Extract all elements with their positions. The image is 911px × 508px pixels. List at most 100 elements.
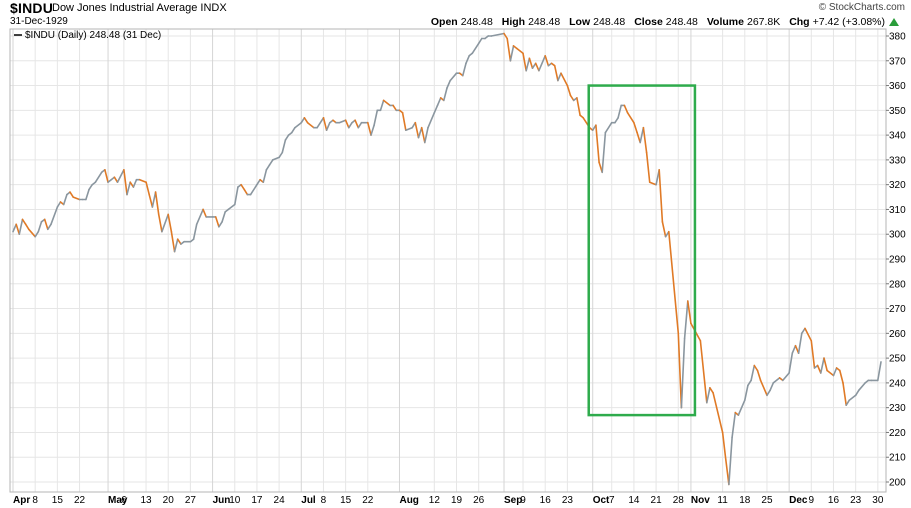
series-segment	[192, 223, 198, 240]
series-segment	[157, 213, 163, 233]
close-label: Close	[634, 16, 663, 28]
series-segment	[544, 54, 550, 67]
x-tick-label: Oct	[593, 495, 610, 506]
series-segment	[731, 411, 737, 439]
series-segment	[176, 238, 182, 245]
y-tick-label: 350	[889, 106, 906, 117]
series-segment	[534, 62, 540, 72]
series-segment	[243, 188, 249, 196]
series-segment	[56, 201, 62, 208]
series-segment	[788, 352, 794, 374]
x-tick-label: 23	[850, 495, 862, 506]
series-segment	[154, 191, 160, 216]
x-tick-label: 16	[540, 495, 552, 506]
series-segment	[633, 121, 638, 134]
series-segment	[667, 230, 680, 335]
index-name: Dow Jones Industrial Average INDX	[52, 2, 227, 14]
series-segment	[24, 223, 30, 231]
y-tick-label: 340	[889, 131, 906, 142]
series-segment	[104, 169, 109, 183]
series-segment	[436, 97, 442, 107]
high-label: High	[501, 16, 526, 28]
close-value: 248.48	[665, 16, 698, 28]
series-segment	[123, 169, 128, 196]
series-segment	[617, 104, 623, 119]
volume-value: 267.8K	[746, 16, 781, 28]
series-segment	[449, 72, 458, 82]
series-segment	[826, 369, 835, 377]
x-tick-label: 11	[717, 495, 728, 506]
series-segment	[427, 112, 436, 129]
high-value: 248.48	[528, 16, 561, 28]
series-segment	[271, 156, 280, 161]
series-segment	[503, 32, 509, 40]
series-segment	[170, 230, 176, 253]
grid	[10, 29, 886, 492]
series-segment	[347, 121, 353, 129]
series-segment	[721, 431, 727, 461]
series-segment	[876, 361, 882, 382]
series-segment	[506, 37, 512, 62]
series-segment	[461, 62, 467, 77]
x-tick-label: Sep	[504, 495, 522, 506]
series-segment	[743, 384, 749, 402]
series-segment	[69, 191, 74, 198]
y-tick-label: 360	[889, 81, 906, 92]
series-segment	[525, 57, 531, 72]
y-tick-label: 250	[889, 354, 906, 365]
x-tick-label: 7	[609, 495, 615, 506]
series-segment	[50, 206, 59, 226]
y-tick-label: 200	[889, 478, 906, 489]
series-segment	[699, 339, 708, 404]
series-segment	[804, 327, 813, 342]
series-segment	[382, 99, 391, 107]
low-label: Low	[569, 16, 591, 28]
chg-value: +7.42 (+3.08%)	[812, 16, 885, 28]
series-segment	[639, 126, 645, 144]
series-segment	[113, 176, 119, 183]
plot-frame	[9, 28, 887, 493]
y-tick-label: 260	[889, 329, 906, 340]
series-segment	[15, 223, 21, 235]
x-tick-label: 28	[673, 495, 685, 506]
series-segment	[531, 62, 537, 69]
series-segment	[227, 203, 236, 211]
series-segment	[151, 191, 157, 208]
stockcharts-credit[interactable]: © StockCharts.com	[818, 2, 905, 13]
y-tick-label: 270	[889, 304, 906, 315]
y-tick-label: 380	[889, 32, 906, 43]
series-segment	[553, 64, 559, 82]
series-segment	[845, 399, 851, 407]
series-segment	[604, 121, 613, 134]
x-tick-label: 26	[473, 495, 485, 506]
series-line	[12, 32, 882, 486]
series-segment	[401, 112, 407, 131]
series-segment	[677, 332, 683, 409]
x-tick-label: May	[108, 495, 128, 506]
series-segment	[392, 104, 398, 112]
series-segment	[645, 151, 651, 183]
price-stats: Open 248.48 High 248.48 Low 248.48 Close 248…	[425, 16, 885, 28]
series-segment	[43, 218, 49, 231]
series-segment	[262, 169, 268, 183]
series-segment	[344, 119, 350, 129]
series-segment	[857, 382, 867, 392]
x-tick-label: 22	[362, 495, 374, 506]
y-tick-label: 290	[889, 255, 906, 266]
series-segment	[284, 134, 290, 141]
series-segment	[648, 181, 657, 186]
series-segment	[477, 37, 483, 45]
x-tick-label: 25	[761, 495, 773, 506]
series-segment	[442, 87, 448, 102]
series-segment	[797, 332, 803, 355]
series-segment	[268, 159, 274, 166]
series-segment	[576, 97, 581, 117]
series-segment	[173, 238, 179, 253]
x-tick-label: Jul	[301, 495, 316, 506]
series-segment	[221, 211, 226, 223]
series-segment	[709, 386, 714, 394]
series-segment	[145, 181, 150, 196]
series-segment	[433, 104, 439, 114]
y-tick-label: 230	[889, 403, 906, 414]
